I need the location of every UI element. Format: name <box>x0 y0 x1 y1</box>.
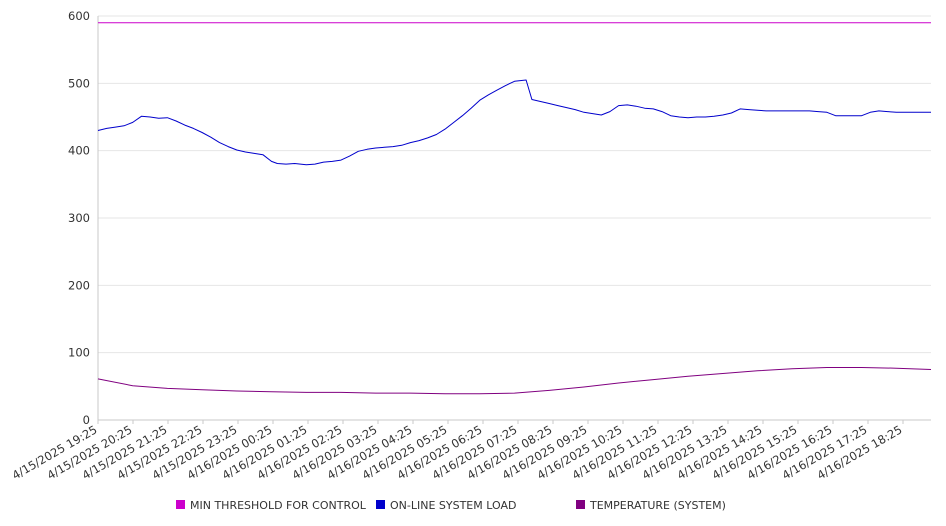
grid-lines <box>98 15 931 354</box>
y-tick-label: 100 <box>68 346 90 360</box>
legend[interactable]: MIN THRESHOLD FOR CONTROL ON-LINE SYSTEM … <box>176 499 726 512</box>
legend-label: ON-LINE SYSTEM LOAD <box>390 499 516 512</box>
axes <box>97 16 931 424</box>
series-lines <box>97 22 932 395</box>
legend-item-3[interactable]: TEMPERATURE (SYSTEM) <box>576 499 726 512</box>
x-tick-labels: 4/15/2025 19:254/15/2025 20:254/15/2025 … <box>10 422 905 482</box>
legend-label: MIN THRESHOLD FOR CONTROL <box>190 499 367 512</box>
legend-swatch <box>176 500 185 509</box>
y-tick-labels: 0 100 200 300 400 500 600 <box>68 9 90 427</box>
y-tick-label: 0 <box>83 413 90 427</box>
legend-swatch <box>376 500 385 509</box>
y-tick-label: 200 <box>68 278 90 292</box>
y-tick-label: 300 <box>68 211 90 225</box>
y-tick-label: 500 <box>68 76 90 90</box>
y-tick-label: 600 <box>68 9 90 23</box>
series-line-2 <box>97 79 931 166</box>
legend-label: TEMPERATURE (SYSTEM) <box>589 499 726 512</box>
y-tick-label: 400 <box>68 144 90 158</box>
legend-swatch <box>576 500 585 509</box>
series-line-3 <box>97 367 932 395</box>
legend-item-2[interactable]: ON-LINE SYSTEM LOAD <box>376 499 516 512</box>
legend-item-1[interactable]: MIN THRESHOLD FOR CONTROL <box>176 499 367 512</box>
